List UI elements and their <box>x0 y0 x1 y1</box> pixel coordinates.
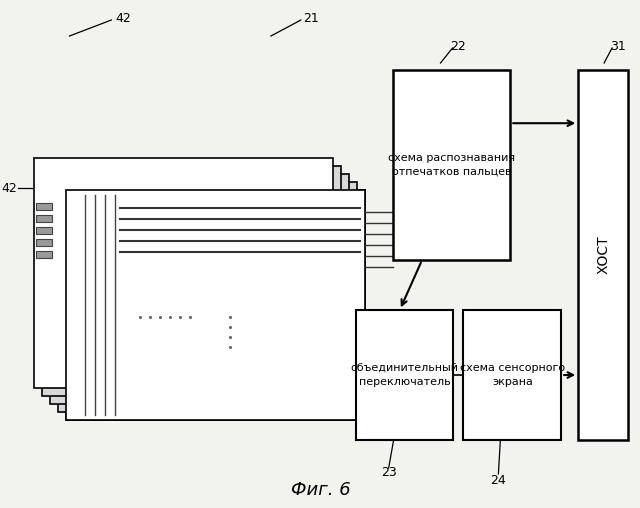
Text: схема распознавания
отпечатков пальцев: схема распознавания отпечатков пальцев <box>388 153 515 177</box>
Bar <box>33 158 333 388</box>
Bar <box>393 70 510 260</box>
Bar <box>42 166 340 396</box>
Bar <box>356 310 454 440</box>
Bar <box>58 182 356 412</box>
Bar <box>65 190 365 420</box>
Bar <box>36 251 52 258</box>
Bar <box>36 239 52 246</box>
Text: объединительный
переключатель: объединительный переключатель <box>351 363 459 387</box>
Bar <box>65 190 365 420</box>
Text: 31: 31 <box>610 40 626 52</box>
Bar <box>578 70 628 440</box>
Text: ХОСТ: ХОСТ <box>596 236 610 274</box>
Bar <box>36 203 52 210</box>
Text: Фиг. 6: Фиг. 6 <box>291 481 351 499</box>
Text: 23: 23 <box>381 466 397 480</box>
Text: 22: 22 <box>451 40 467 52</box>
Text: 24: 24 <box>490 473 506 487</box>
Text: 21: 21 <box>303 12 319 24</box>
Text: 42: 42 <box>115 12 131 24</box>
Text: 42: 42 <box>2 181 17 195</box>
Bar <box>36 215 52 222</box>
Bar <box>463 310 561 440</box>
Text: схема сенсорного
экрана: схема сенсорного экрана <box>460 363 565 387</box>
Bar <box>49 174 349 404</box>
Bar <box>36 227 52 234</box>
